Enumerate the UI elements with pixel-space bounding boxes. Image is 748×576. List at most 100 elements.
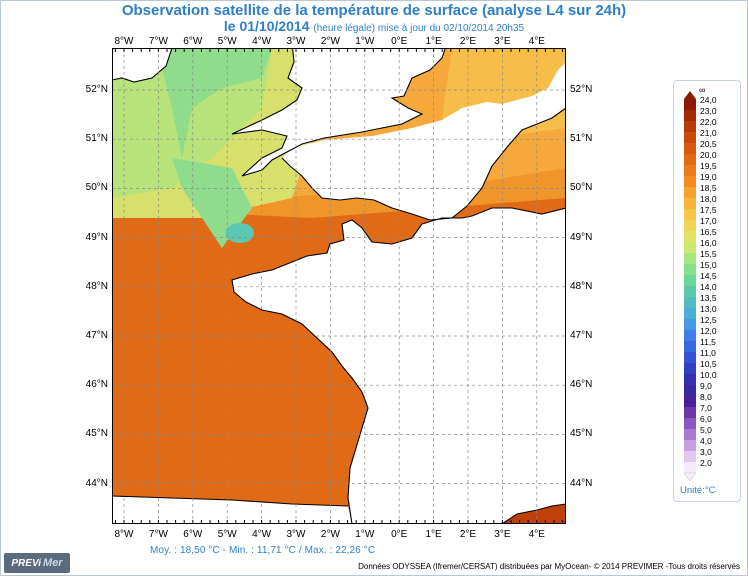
- lon-label-top: 3°W: [286, 36, 306, 47]
- legend-swatch: [684, 308, 696, 320]
- coastline-ireland: [112, 48, 173, 83]
- legend-swatch: [684, 99, 696, 111]
- legend-swatch: [684, 198, 696, 210]
- legend-swatch: [684, 462, 696, 474]
- lon-label-bottom: 7°W: [148, 529, 168, 540]
- legend-label: 17,0: [700, 216, 717, 226]
- legend-unit: Unité:°C: [680, 485, 716, 496]
- legend-swatch: [684, 429, 696, 441]
- legend-label: 21,0: [700, 128, 717, 138]
- legend-label: 17,5: [700, 205, 717, 215]
- legend-swatch: [684, 242, 696, 254]
- legend-label: 3,0: [700, 447, 712, 457]
- legend-label: 15,0: [700, 260, 717, 270]
- lat-label-left: 52°N: [85, 84, 108, 95]
- coastline-gb: [231, 48, 446, 177]
- legend-label: 20,0: [700, 150, 717, 160]
- legend-label: 2,0: [700, 458, 712, 468]
- legend-swatch: [684, 374, 696, 386]
- legend-label: 10,0: [700, 370, 717, 380]
- coastline-france: [231, 207, 566, 524]
- lat-label-right: 51°N: [570, 133, 593, 145]
- lat-label-left: 49°N: [85, 231, 108, 243]
- legend-swatch: [684, 253, 696, 265]
- legend-label: 10,5: [700, 359, 717, 369]
- color-legend-bar: ∞24,023,022,021,020,520,019,519,018,518,…: [683, 85, 717, 482]
- lat-label-right: 44°N: [570, 477, 593, 489]
- legend-swatch: [684, 286, 696, 298]
- lon-label-top: 7°W: [148, 36, 168, 47]
- lon-label-top: 8°W: [114, 36, 134, 47]
- legend-swatch: [684, 418, 696, 430]
- legend-label: 15,5: [700, 249, 717, 259]
- legend-bottom-arrow: [683, 472, 697, 482]
- legend-swatch: [684, 385, 696, 397]
- lat-label-left: 44°N: [85, 477, 108, 489]
- sst-map-svg: [112, 48, 566, 524]
- legend-label: 6,0: [700, 414, 712, 424]
- legend-swatch: [684, 121, 696, 133]
- lon-label-top: 2°E: [459, 36, 477, 47]
- legend-label: 8,0: [700, 392, 712, 402]
- legend-label: 5,0: [700, 425, 712, 435]
- lat-label-right: 49°N: [570, 231, 593, 243]
- lon-label-top: 1°W: [355, 36, 375, 47]
- legend-top-arrow: [684, 91, 696, 99]
- legend-swatch: [684, 187, 696, 199]
- lon-label-bottom: 6°W: [183, 529, 203, 540]
- legend-swatch: [684, 319, 696, 331]
- legend-label: 12,0: [700, 326, 717, 336]
- legend-label: 13,0: [700, 304, 717, 314]
- previmer-logo[interactable]: PREVi Mer: [4, 553, 70, 573]
- legend-swatch: [684, 176, 696, 188]
- graticule: [112, 48, 566, 524]
- coastline: [112, 48, 566, 524]
- legend-swatch: [684, 275, 696, 287]
- lon-label-bottom: 2°W: [320, 529, 340, 540]
- lat-label-left: 51°N: [85, 133, 108, 145]
- legend-swatch: [684, 407, 696, 419]
- lon-label-bottom: 3°W: [286, 529, 306, 540]
- legend-label: 22,0: [700, 117, 717, 127]
- data-credits: Données ODYSSEA (Ifremer/CERSAT) distrib…: [358, 562, 740, 571]
- lon-label-bottom: 2°E: [459, 529, 477, 540]
- legend-swatch: [684, 231, 696, 243]
- legend-top-mark: ∞: [699, 85, 705, 95]
- lat-label-right: 48°N: [570, 280, 593, 292]
- legend-label: 19,5: [700, 161, 717, 171]
- legend-label: 14,0: [700, 282, 717, 292]
- land-great-britain: [232, 48, 446, 176]
- legend-label: 19,0: [700, 172, 717, 182]
- legend-swatch: [684, 132, 696, 144]
- lon-label-top: 3°E: [494, 36, 511, 47]
- lon-label-bottom: 4°E: [528, 529, 545, 540]
- legend-swatch: [684, 341, 696, 353]
- lat-label-right: 45°N: [570, 428, 593, 440]
- legend-swatch: [684, 330, 696, 342]
- lon-label-top: 1°E: [425, 36, 442, 47]
- map-title: Observation satellite de la température …: [121, 2, 627, 19]
- lat-label-left: 46°N: [85, 379, 108, 391]
- sst-cold-patch: [226, 223, 254, 243]
- lon-label-top: 6°W: [183, 36, 203, 47]
- sst-map: [112, 48, 566, 524]
- legend-swatch: [684, 451, 696, 463]
- lon-label-bottom: 8°W: [114, 529, 134, 540]
- lat-label-left: 50°N: [85, 182, 108, 194]
- legend-label: 7,0: [700, 403, 712, 413]
- lon-label-bottom: 5°W: [217, 529, 237, 540]
- lon-label-bottom: 1°E: [425, 529, 442, 540]
- legend-label: 14,5: [700, 271, 717, 281]
- coastline-south-england: [281, 107, 566, 221]
- legend-label: 18,0: [700, 194, 717, 204]
- sst-statistics: Moy. : 18,50 °C - Min. : 11,71 °C / Max.…: [150, 545, 376, 556]
- lat-label-right: 47°N: [570, 330, 593, 341]
- lat-label-right: 46°N: [570, 379, 593, 391]
- land-south-england: [282, 62, 566, 220]
- map-date: le 01/10/2014: [223, 18, 310, 34]
- logo-text-mer: Mer: [43, 557, 63, 569]
- lat-label-left: 47°N: [85, 330, 108, 341]
- legend-swatch: [684, 165, 696, 177]
- legend-label: 12,5: [700, 315, 717, 325]
- legend-swatch: [684, 396, 696, 408]
